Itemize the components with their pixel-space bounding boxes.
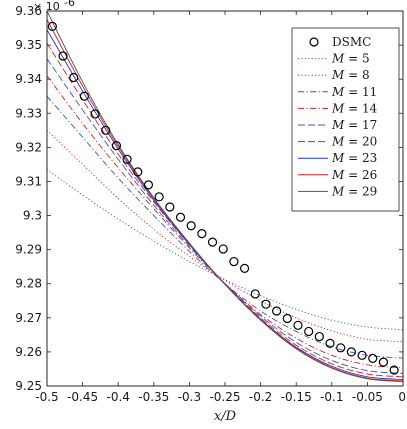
x-tick-label: -0.4	[106, 390, 129, 404]
legend-label-5: M = 17	[331, 118, 377, 132]
y-tick-label: 9.32	[15, 140, 42, 154]
dsmc-point	[207, 237, 218, 247]
dsmc-point	[165, 202, 175, 212]
x-tick-label: -0.2	[249, 390, 272, 404]
dsmc-point	[272, 306, 282, 316]
dsmc-point	[90, 109, 100, 119]
series-line-9	[47, 11, 403, 383]
y-tick-label: 9.33	[15, 106, 42, 120]
dsmc-point	[101, 125, 111, 135]
legend-box	[291, 27, 400, 212]
x-tick-label: -0.3	[178, 390, 201, 404]
x-axis-title: x/D	[214, 409, 237, 424]
y-tick-label: 9.31	[15, 174, 42, 188]
legend-label-dsmc: DSMC	[332, 35, 371, 49]
y-tick-label: 9.29	[15, 243, 42, 257]
dsmc-point	[336, 343, 346, 353]
dsmc-point	[261, 299, 271, 309]
dsmc-point	[69, 72, 79, 83]
dsmc-point	[47, 21, 57, 31]
dsmc-point	[58, 51, 68, 61]
dsmc-point	[282, 313, 292, 324]
dsmc-point	[175, 212, 186, 222]
dsmc-point	[293, 320, 303, 330]
y-tick-label: 9.27	[15, 311, 42, 325]
legend-label-4: M = 14	[331, 101, 378, 115]
dsmc-point	[186, 221, 196, 231]
dsmc-point	[239, 263, 250, 273]
dsmc-point	[368, 353, 378, 363]
x-axis-ticks: -0.5 -0.45 -0.4 -0.35 -0.3 -0.25 -0.2 -0.15 -0.1…	[35, 11, 406, 404]
legend-label-3: M = 11	[331, 85, 377, 99]
series-line-6	[47, 43, 403, 378]
dsmc-point	[143, 180, 154, 190]
dsmc-point	[197, 229, 207, 239]
x-tick-label: -0.35	[138, 390, 169, 404]
legend-label-8: M = 26	[331, 168, 377, 182]
dsmc-point	[122, 154, 132, 164]
y-tick-label: 9.28	[15, 277, 42, 291]
series-lines	[47, 11, 403, 383]
dsmc-point	[218, 244, 228, 254]
dsmc-point	[250, 289, 260, 299]
x-tick-label: -0.5	[35, 390, 58, 404]
dsmc-point	[357, 350, 367, 360]
dsmc-point	[79, 91, 89, 101]
legend-label-6: M = 20	[331, 135, 377, 149]
y-axis-exponent-power: -6	[64, 0, 75, 9]
legend-dsmc-marker	[309, 37, 319, 47]
y-tick-label: 9.36	[15, 4, 42, 18]
dsmc-point	[346, 347, 356, 357]
dsmc-markers	[47, 21, 399, 375]
y-axis-exponent-base: × 10	[33, 0, 60, 13]
series-line-4	[47, 75, 403, 369]
dsmc-point	[378, 357, 389, 367]
y-tick-label: 9.26	[15, 345, 42, 359]
legend-label-7: M = 23	[331, 151, 377, 165]
y-tick-label: 9.34	[15, 72, 42, 86]
legend-label-9: M = 29	[331, 184, 377, 198]
y-tick-label: 9.25	[15, 379, 42, 393]
x-tick-label: -0.1	[320, 390, 343, 404]
y-tick-label: 9.3	[23, 209, 42, 223]
dsmc-point	[325, 338, 335, 348]
dsmc-point	[111, 141, 122, 151]
y-axis-ticks: 9.25 9.26 9.27 9.28 9.29 9.3 9.31 9.32 9.33 9.34 9…	[15, 4, 403, 393]
x-tick-label: 0	[398, 390, 406, 404]
x-tick-label: -0.05	[352, 390, 383, 404]
dsmc-point	[229, 256, 239, 267]
y-tick-label: 9.35	[15, 38, 42, 52]
dsmc-point	[304, 326, 314, 337]
x-tick-label: -0.15	[281, 390, 312, 404]
dsmc-point	[133, 167, 143, 177]
legend: DSMC M = 5 M = 8 M = 11 M = 14 M = 17 M = 20 M …	[291, 27, 400, 212]
x-tick-label: -0.25	[209, 390, 240, 404]
legend-label-2: M = 8	[331, 68, 370, 82]
dsmc-point	[154, 192, 164, 202]
legend-label-1: M = 5	[331, 52, 370, 66]
series-line-5	[47, 58, 403, 374]
dsmc-point	[314, 331, 324, 342]
x-tick-label: -0.45	[67, 390, 98, 404]
dsmc-point	[389, 365, 399, 375]
